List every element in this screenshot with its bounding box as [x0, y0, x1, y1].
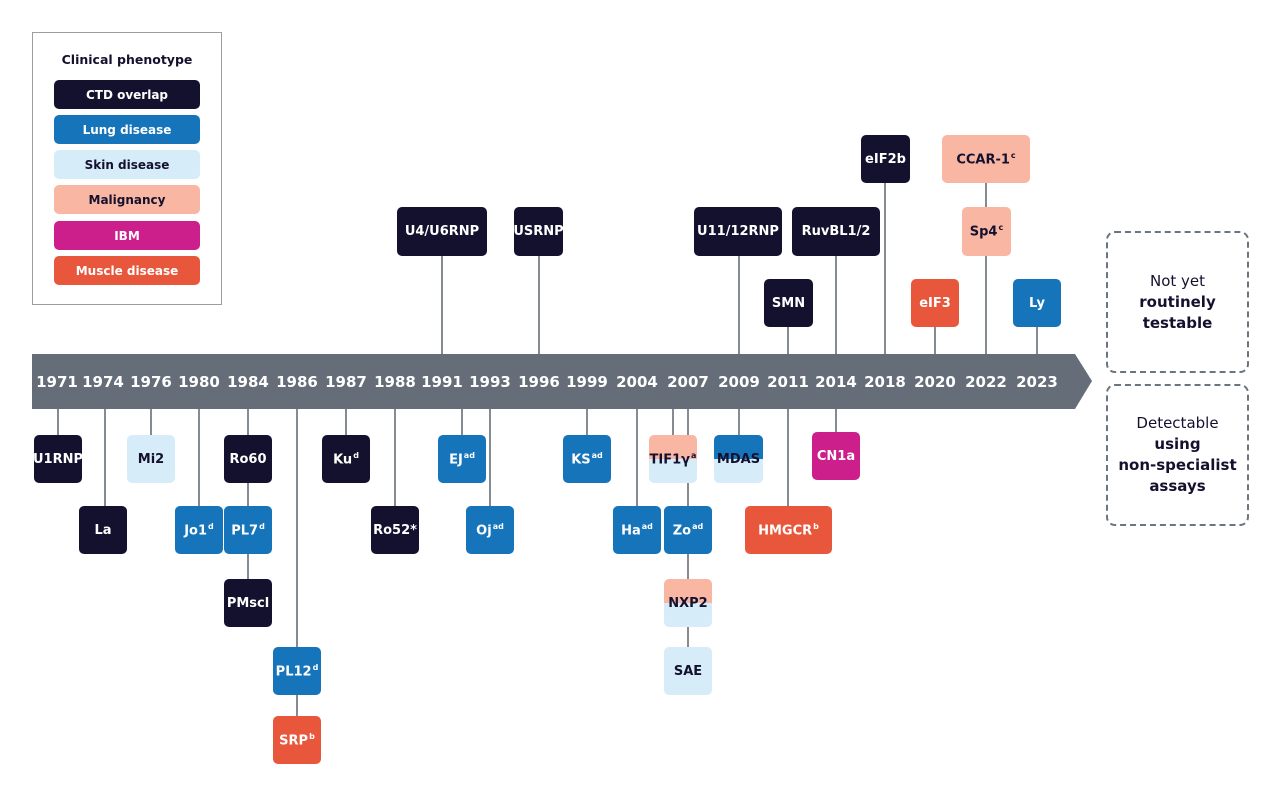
antibody-la: La [79, 506, 127, 554]
status-detectable-line1: Detectable [1136, 414, 1219, 432]
legend-item-malignancy: Malignancy [54, 185, 200, 214]
antibody-sae: SAE [664, 647, 712, 695]
year-1996: 1996 [518, 373, 560, 391]
year-1988: 1988 [374, 373, 416, 391]
year-1993: 1993 [469, 373, 511, 391]
year-1976: 1976 [130, 373, 172, 391]
antibody-jo1: Jo1d [175, 506, 223, 554]
antibody-sp4: Sp4c [962, 207, 1011, 256]
status-not-yet-line3: testable [1142, 313, 1213, 332]
antibody-usrnp: USRNP [514, 207, 563, 256]
legend-item-ctd-overlap: CTD overlap [54, 80, 200, 109]
antibody-ro52: Ro52* [371, 506, 419, 554]
legend-item-lung-disease: Lung disease [54, 115, 200, 144]
legend-item-muscle-disease: Muscle disease [54, 256, 200, 285]
antibody-nxp2: NXP2 [664, 579, 712, 627]
antibody-ccar-1: CCAR-1c [942, 135, 1030, 183]
antibody-smn: SMN [764, 279, 813, 327]
status-detectable-line4: assays [1149, 477, 1206, 495]
year-1980: 1980 [178, 373, 220, 391]
antibody-u1rnp: U1RNP [34, 435, 82, 483]
year-1999: 1999 [566, 373, 608, 391]
antibody-eif2b: eIF2b [861, 135, 910, 183]
antibody-ha: Haad [613, 506, 661, 554]
antibody-ku: Kud [322, 435, 370, 483]
year-2004: 2004 [616, 373, 658, 391]
year-2023: 2023 [1016, 373, 1058, 391]
year-1986: 1986 [276, 373, 318, 391]
year-2018: 2018 [864, 373, 906, 391]
antibody-ks: KSad [563, 435, 611, 483]
year-2011: 2011 [767, 373, 809, 391]
status-not-yet-line2: routinely [1139, 292, 1216, 311]
year-2009: 2009 [718, 373, 760, 391]
antibody-ro60: Ro60 [224, 435, 272, 483]
antibody-ruvbl1-2: RuvBL1/2 [792, 207, 880, 256]
antibody-tif1g: TIF1γa [649, 435, 697, 483]
year-2014: 2014 [815, 373, 857, 391]
antibody-pl12: PL12d [273, 647, 321, 695]
antibody-ej: EJad [438, 435, 486, 483]
status-detectable-line2: using [1154, 435, 1201, 453]
year-1974: 1974 [82, 373, 124, 391]
antibody-ly: Ly [1013, 279, 1061, 327]
year-1971: 1971 [36, 373, 78, 391]
antibody-pl7: PL7d [224, 506, 272, 554]
status-detectable: Detectable using non-specialist assays [1106, 384, 1249, 526]
antibody-u11-12rnp: U11/12RNP [694, 207, 782, 256]
antibody-mi2: Mi2 [127, 435, 175, 483]
year-2007: 2007 [667, 373, 709, 391]
antibody-zo: Zoad [664, 506, 712, 554]
year-1984: 1984 [227, 373, 269, 391]
legend-item-ibm: IBM [54, 221, 200, 250]
status-not-yet-testable: Not yet routinely testable [1106, 231, 1249, 373]
legend-item-skin-disease: Skin disease [54, 150, 200, 179]
year-2020: 2020 [914, 373, 956, 391]
status-not-yet-line1: Not yet [1149, 271, 1206, 290]
antibody-hmgcr: HMGCRb [745, 506, 832, 554]
antibody-mdas: MDAS [714, 435, 763, 483]
antibody-u4-u6rnp: U4/U6RNP [397, 207, 487, 256]
year-1987: 1987 [325, 373, 367, 391]
antibody-cn1a: CN1a [812, 432, 860, 480]
year-2022: 2022 [965, 373, 1007, 391]
status-detectable-line3: non-specialist [1118, 456, 1237, 474]
antibody-eif3: eIF3 [911, 279, 959, 327]
legend: Clinical phenotype CTD overlap Lung dise… [32, 32, 222, 305]
antibody-pmscl: PMscl [224, 579, 272, 627]
legend-title: Clinical phenotype [61, 52, 193, 67]
antibody-srp: SRPb [273, 716, 321, 764]
year-1991: 1991 [421, 373, 463, 391]
antibody-oj: Ojad [466, 506, 514, 554]
